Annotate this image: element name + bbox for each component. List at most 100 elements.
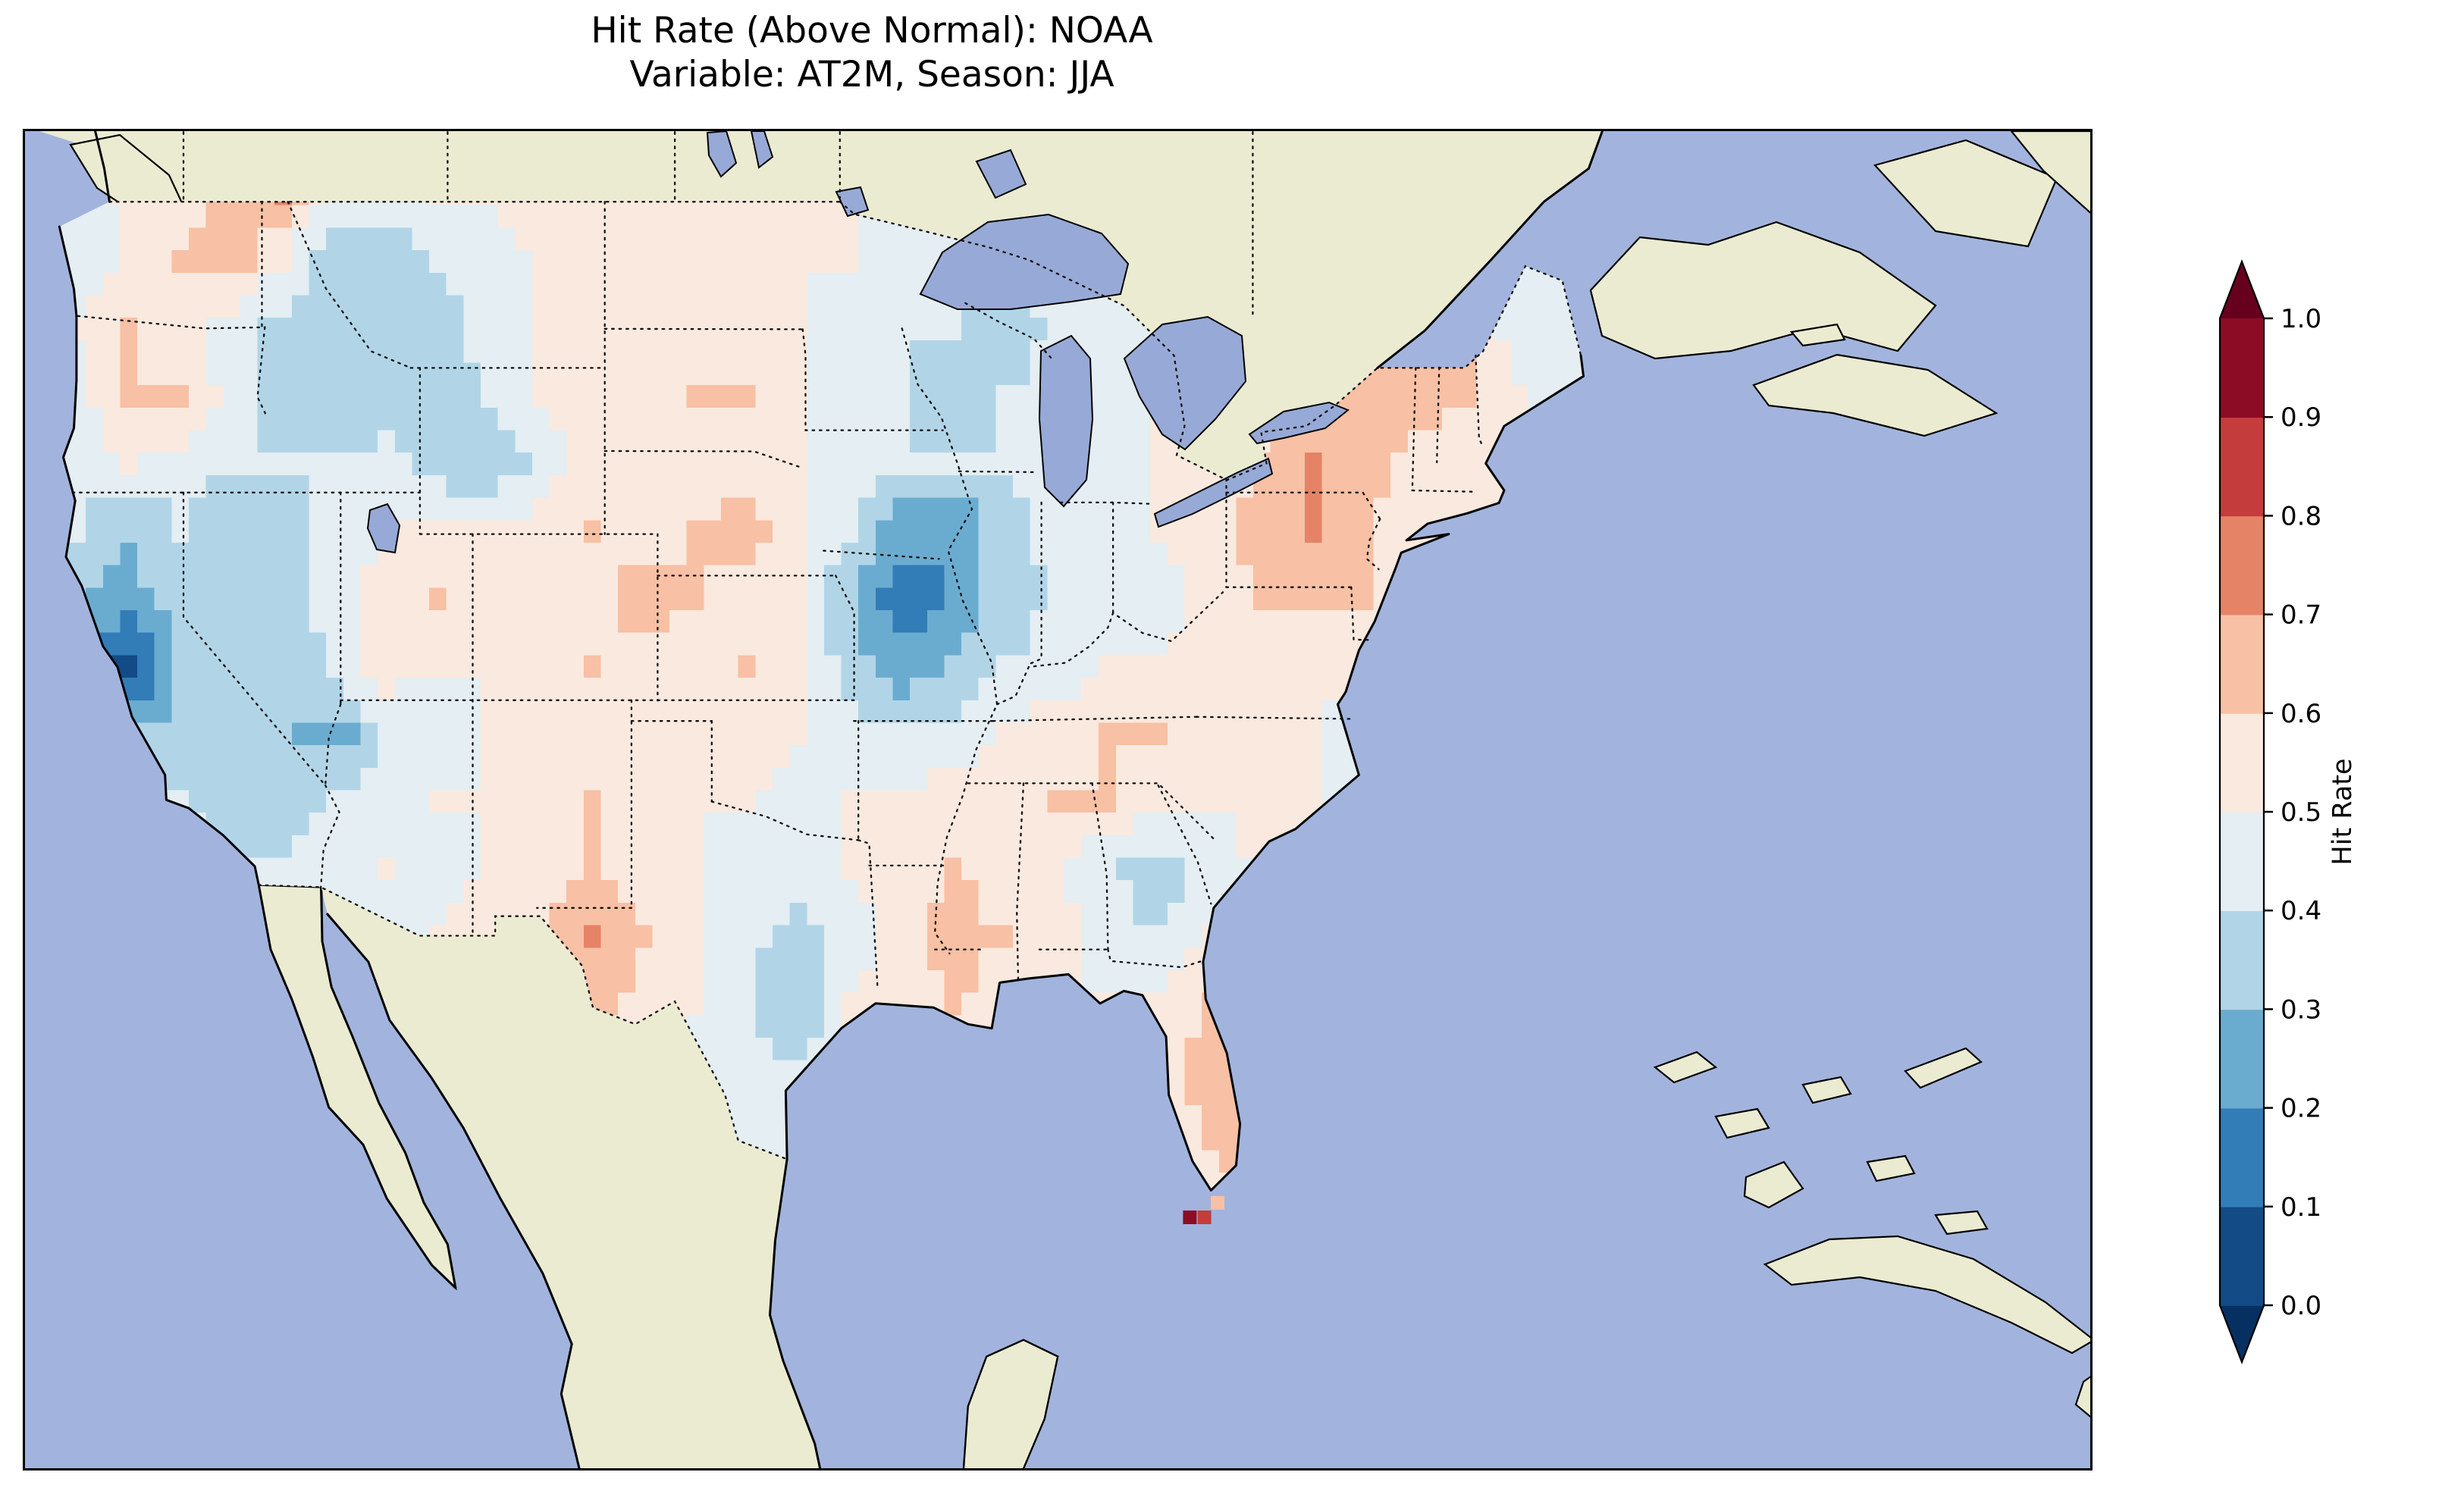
heatmap-cell [618, 385, 636, 409]
heatmap-cell [257, 385, 275, 409]
heatmap-cell [618, 655, 636, 678]
heatmap-cell [481, 835, 499, 859]
heatmap-cell [978, 992, 996, 1016]
heatmap-cell [257, 340, 275, 364]
heatmap-cell [686, 722, 704, 746]
heatmap-cell [789, 497, 807, 521]
heatmap-cell [755, 992, 773, 1016]
heatmap-cell [1202, 857, 1220, 881]
heatmap-cell [171, 767, 190, 791]
heatmap-cell [807, 295, 825, 318]
heatmap-cell [1013, 318, 1031, 341]
heatmap-cell [102, 272, 121, 296]
heatmap-cell [154, 475, 172, 499]
heatmap-cell [1099, 722, 1117, 746]
heatmap-cell [961, 385, 980, 409]
heatmap-cell [961, 745, 980, 769]
heatmap-cell [378, 655, 396, 678]
heatmap-cell [343, 700, 362, 724]
heatmap-cell [309, 250, 327, 274]
coastline [94, 131, 111, 203]
heatmap-cell [858, 610, 876, 634]
heatmap-cell [137, 272, 155, 296]
heatmap-cell [1115, 722, 1134, 746]
heatmap-cell [257, 678, 275, 701]
heatmap-cell [944, 880, 962, 904]
heatmap-cell [875, 543, 894, 566]
heatmap-cell [600, 745, 619, 769]
border-dotted-line [1107, 948, 1203, 969]
heatmap-cell [102, 227, 121, 251]
heatmap-cell [309, 430, 327, 453]
heatmap-cell [1167, 857, 1186, 881]
heatmap-cell [291, 767, 310, 791]
heatmap-cell [618, 813, 636, 836]
heatmap-cell [1150, 880, 1168, 904]
heatmap-cell [875, 587, 894, 611]
lake-of-the-woods [835, 186, 870, 218]
heatmap-cell [755, 202, 773, 206]
colorbar-tick-label: 0.4 [2281, 896, 2321, 926]
heatmap-cell [326, 722, 344, 746]
heatmap-cell [1099, 767, 1117, 791]
heatmap-cell [944, 947, 962, 971]
heatmap-cell [343, 475, 362, 499]
heatmap-cell [223, 407, 241, 431]
heatmap-cell [86, 362, 104, 386]
heatmap-cell [378, 272, 396, 296]
heatmap-cell [823, 610, 842, 634]
heatmap-cell [481, 407, 499, 431]
heatmap-cell [686, 610, 704, 634]
heatmap-cell [1167, 1060, 1186, 1084]
heatmap-cell [910, 880, 928, 904]
heatmap-cell [309, 272, 327, 296]
heatmap-cell [240, 587, 259, 611]
heatmap-cell [205, 790, 224, 813]
heatmap-cell [1030, 902, 1048, 926]
heatmap-cell [481, 790, 499, 813]
heatmap-cell [223, 700, 241, 724]
heatmap-cell [257, 767, 275, 791]
heatmap-cell [892, 722, 911, 746]
heatmap-cell [635, 202, 654, 206]
heatmap-cell [1013, 362, 1031, 386]
border-dotted-line [958, 470, 1036, 474]
heatmap-cell [755, 722, 773, 746]
heatmap-cell [394, 295, 413, 318]
heatmap-cell [463, 678, 481, 701]
heatmap-cell [704, 767, 722, 791]
heatmap-cell [995, 722, 1014, 746]
heatmap-cell [326, 790, 344, 813]
heatmap-cell [1287, 475, 1306, 499]
heatmap-cell [463, 407, 481, 431]
heatmap-cell [1030, 632, 1048, 656]
heatmap-cell [137, 610, 155, 634]
heatmap-cell [1305, 565, 1323, 589]
heatmap-cell [773, 295, 791, 318]
heatmap-cell [1013, 700, 1031, 724]
heatmap-cell [961, 902, 980, 926]
heatmap-cell [1064, 520, 1083, 543]
heatmap-cell [910, 475, 928, 499]
heatmap-cell [738, 902, 756, 926]
heatmap-cell [910, 632, 928, 656]
heatmap-cell [481, 678, 499, 701]
heatmap-cell [944, 318, 962, 341]
heatmap-cell [1184, 835, 1202, 859]
lake-huron [1123, 315, 1247, 451]
heatmap-cell [1305, 543, 1323, 566]
heatmap-cell [721, 250, 739, 274]
heatmap-cell [531, 767, 550, 791]
heatmap-cell [412, 407, 430, 431]
heatmap-cell [789, 678, 807, 701]
heatmap-cell [274, 205, 293, 229]
heatmap-cell [858, 700, 876, 724]
heatmap-cell [446, 295, 464, 318]
heatmap-cell [343, 767, 362, 791]
heatmap-cell [944, 565, 962, 589]
canadian-lake [975, 149, 1027, 199]
heatmap-cell [378, 790, 396, 813]
heatmap-cell [257, 497, 275, 521]
heatmap-cell [841, 700, 859, 724]
heatmap-cell [618, 250, 636, 274]
